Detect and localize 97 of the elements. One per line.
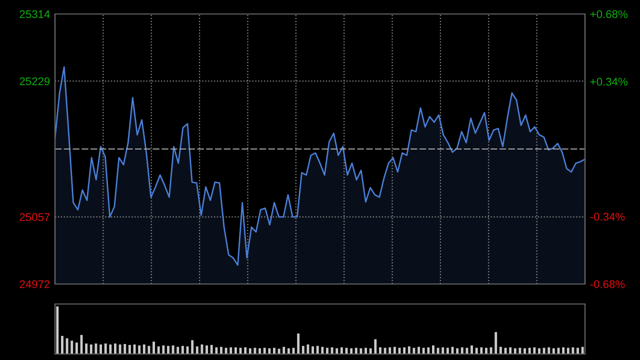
bar: [514, 348, 516, 354]
bar: [418, 346, 420, 354]
y-tick-label: 25057: [20, 213, 50, 222]
y-tick-label: 24972: [20, 280, 50, 288]
bar: [364, 348, 367, 354]
bar: [470, 345, 473, 354]
bar: [552, 348, 555, 354]
bar: [138, 345, 141, 354]
bar: [379, 347, 382, 354]
bar: [114, 344, 116, 354]
bar: [302, 346, 304, 354]
bar: [85, 344, 88, 354]
y2-tick-label: +0.68%: [590, 10, 628, 18]
bar: [581, 346, 584, 354]
bar: [128, 344, 131, 354]
bar: [475, 348, 478, 354]
bar: [220, 346, 222, 354]
bar: [258, 348, 261, 354]
bar: [388, 347, 392, 354]
bar: [548, 347, 550, 354]
bar: [499, 346, 502, 354]
bar: [234, 347, 237, 354]
bar: [460, 347, 464, 354]
bar: [56, 306, 59, 354]
bar: [509, 347, 512, 354]
y2-tick-label: +0.34%: [590, 78, 628, 86]
bar: [124, 344, 126, 354]
bar: [422, 348, 425, 354]
bar: [75, 342, 78, 354]
bar: [494, 332, 498, 354]
y-tick-label: 25314: [20, 10, 50, 18]
bar: [427, 347, 430, 354]
bar: [70, 340, 74, 354]
bar: [326, 348, 328, 354]
bar: [374, 339, 377, 354]
bar: [446, 348, 449, 354]
bar: [196, 346, 198, 354]
bar: [384, 348, 386, 354]
bar: [316, 346, 319, 354]
bar: [273, 348, 276, 354]
bar: [172, 345, 174, 354]
bar: [244, 347, 247, 354]
bar: [142, 344, 146, 354]
bar: [312, 346, 314, 354]
bar: [210, 344, 213, 354]
bar: [152, 342, 155, 354]
bar: [533, 347, 536, 354]
bar: [528, 348, 531, 354]
bar: [215, 347, 218, 354]
bar: [61, 336, 64, 354]
bar: [104, 344, 107, 354]
bar: [538, 348, 540, 354]
bar: [340, 347, 343, 354]
bar: [350, 348, 353, 354]
bar: [330, 347, 334, 354]
bar: [224, 348, 228, 354]
bar: [157, 346, 160, 354]
bar: [576, 348, 579, 354]
bar: [167, 346, 170, 354]
bar: [403, 347, 406, 354]
bar: [354, 348, 358, 354]
bar: [442, 347, 444, 354]
y2-tick-label: -0.68%: [590, 280, 625, 288]
bar: [456, 348, 459, 354]
bar: [393, 346, 396, 354]
bar: [176, 346, 180, 354]
bar: [100, 344, 102, 354]
bar: [287, 348, 290, 354]
bar: [490, 347, 492, 354]
y2-tick-label: -0.34%: [590, 212, 625, 221]
bar: [432, 345, 434, 354]
bar: [282, 346, 286, 354]
bar: [524, 348, 526, 354]
bar: [408, 346, 410, 354]
bar: [230, 347, 232, 354]
bar: [181, 346, 184, 354]
bar: [248, 348, 252, 354]
bar: [263, 348, 266, 354]
bar: [162, 345, 165, 354]
bar: [480, 347, 483, 354]
bar: [485, 348, 488, 354]
bar: [109, 344, 112, 354]
bar: [369, 348, 372, 354]
bar: [436, 348, 440, 354]
bar: [191, 340, 194, 354]
bar: [118, 344, 122, 354]
bar: [268, 348, 271, 354]
bar: [66, 338, 68, 354]
bar: [206, 345, 208, 354]
bar: [297, 334, 300, 354]
bar: [278, 348, 280, 354]
bar: [562, 347, 565, 354]
bar: [321, 346, 324, 354]
y-tick-label: 25229: [20, 77, 50, 86]
bar: [336, 348, 338, 354]
bar: [566, 348, 570, 354]
bar: [90, 344, 92, 354]
